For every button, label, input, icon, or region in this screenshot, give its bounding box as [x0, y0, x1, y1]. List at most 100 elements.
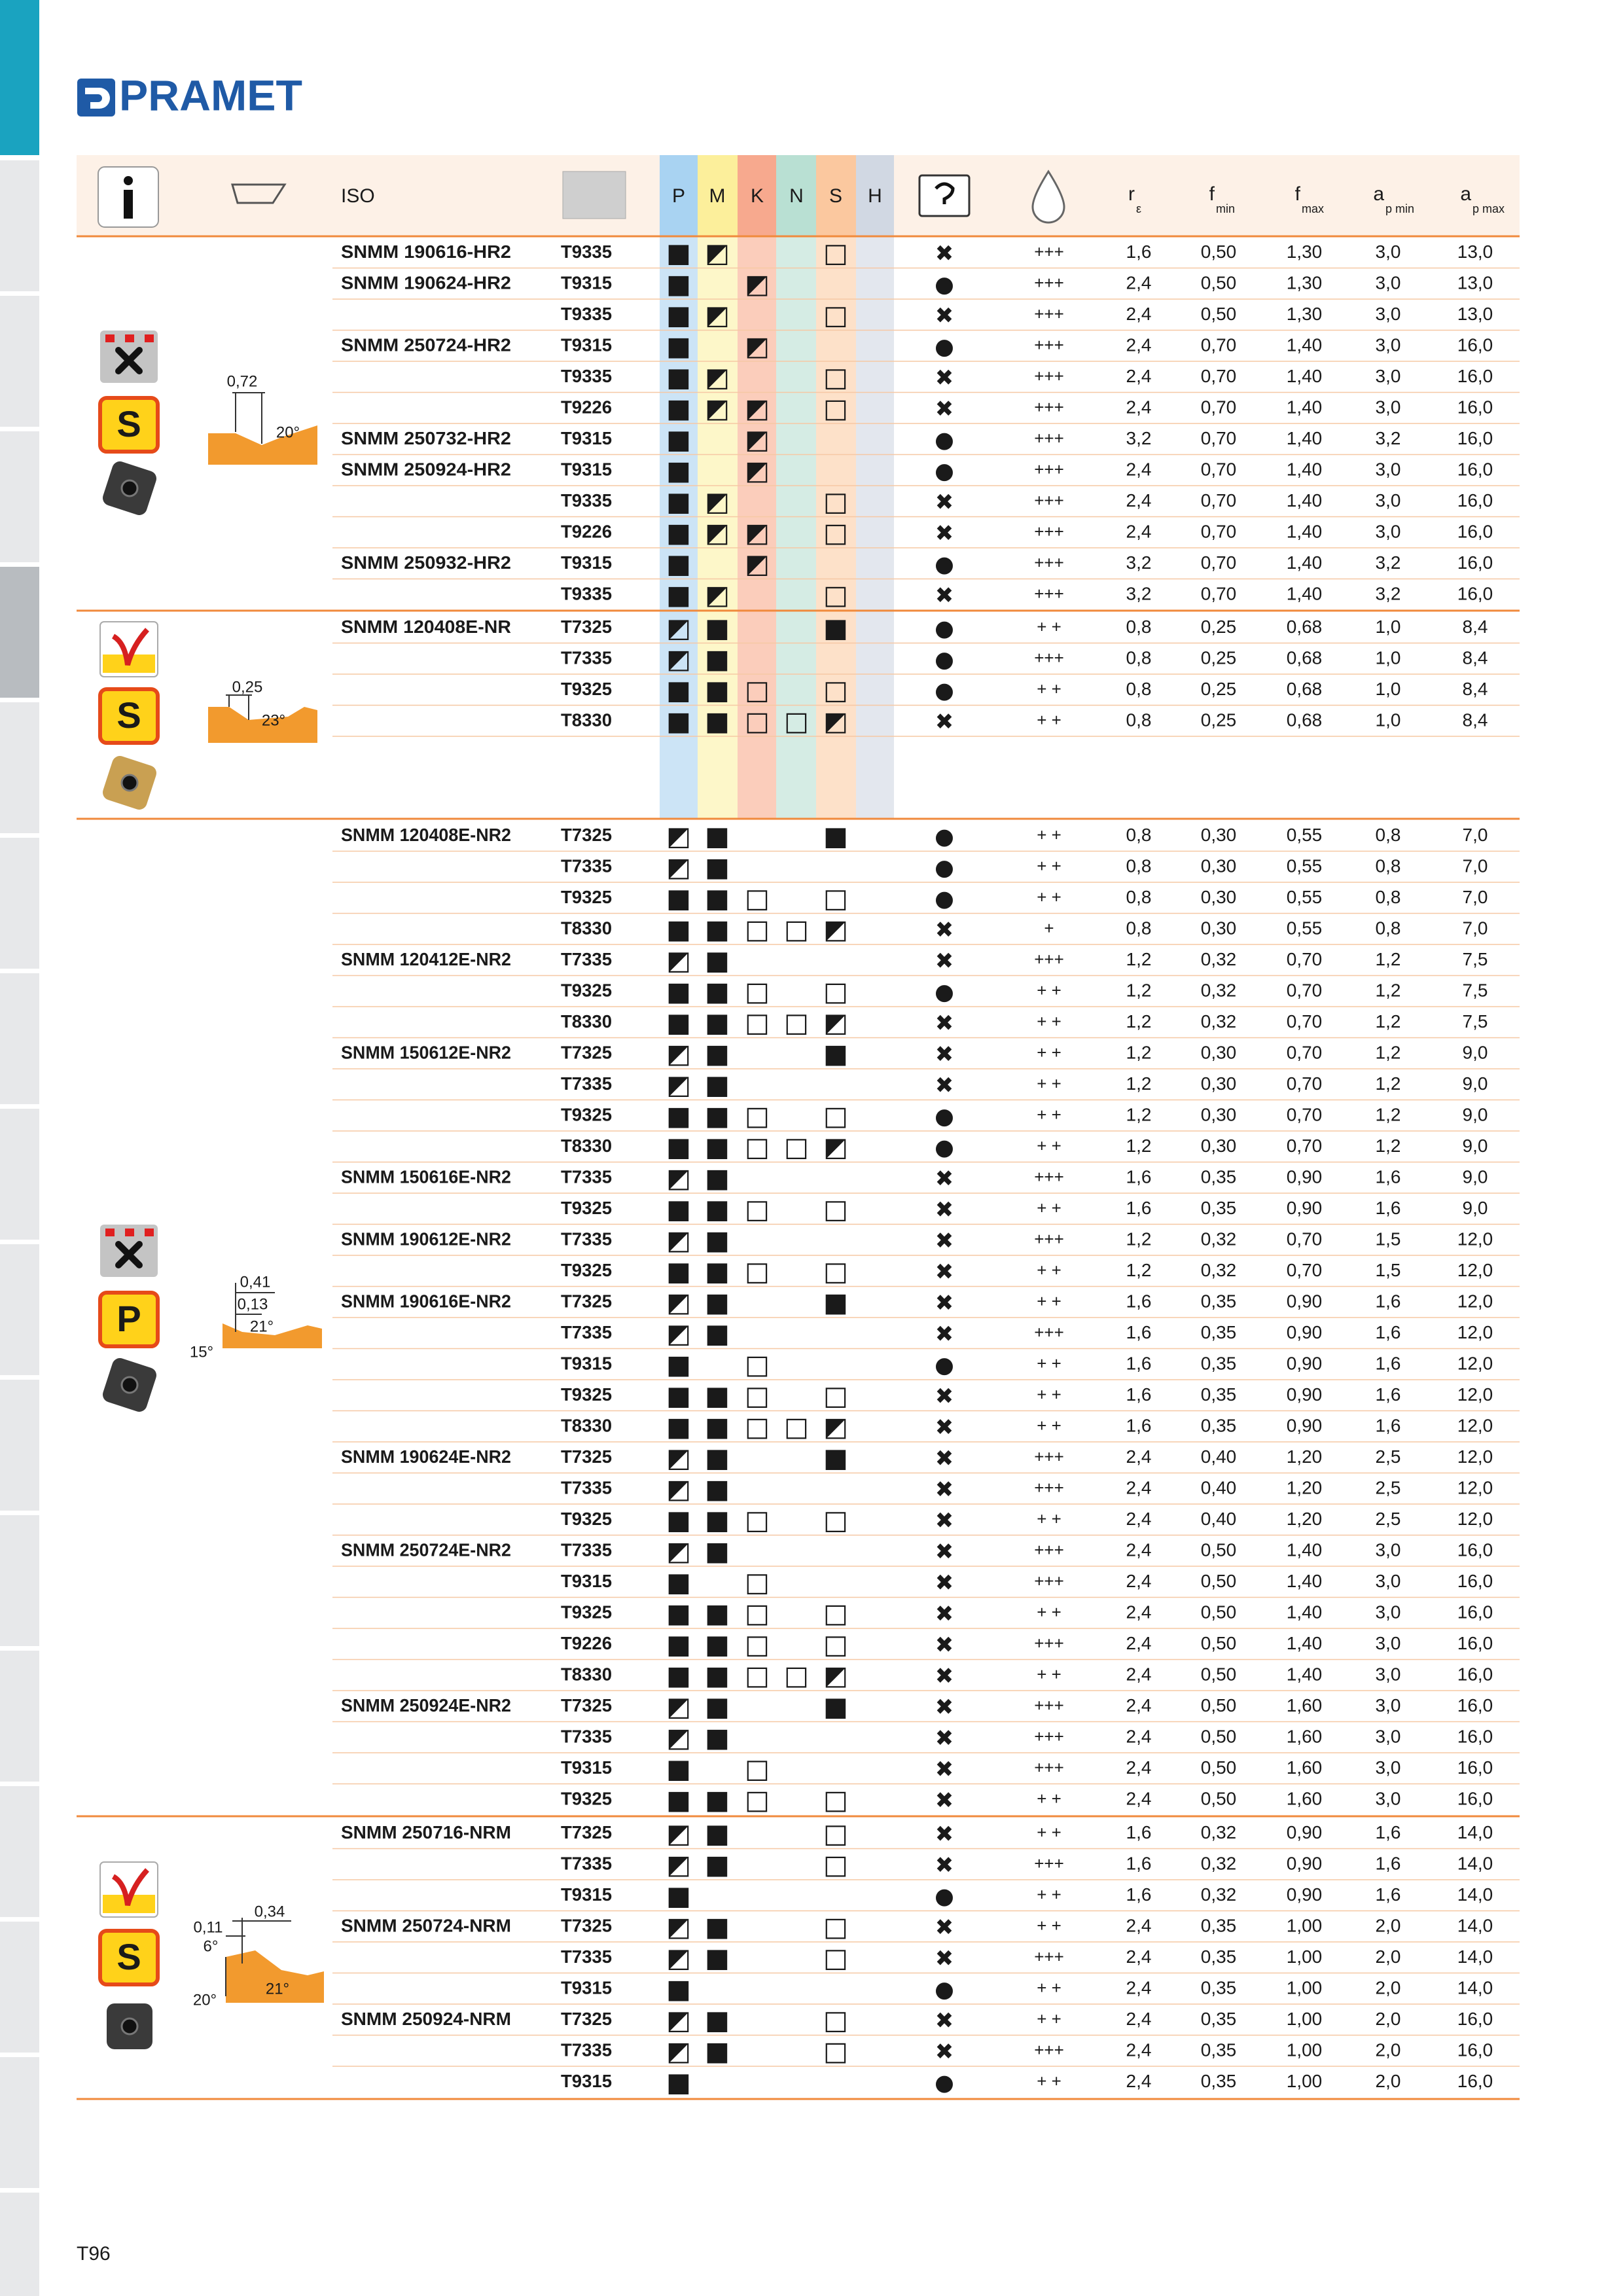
iso-code: SNMM 120412E-NR2: [341, 949, 511, 969]
parameter: 0,8: [1126, 887, 1152, 907]
material-symbol: ■: [666, 487, 691, 517]
parameter: 3,0: [1376, 459, 1401, 480]
coolant: +++: [1034, 1571, 1064, 1591]
parameter: 1,0: [1376, 617, 1401, 637]
parameter: 1,40: [1287, 1571, 1323, 1591]
coolant: + +: [1037, 1261, 1061, 1280]
condition-symbol: ✖: [935, 1414, 954, 1441]
header-material: K: [751, 185, 764, 207]
header-material: N: [789, 185, 804, 207]
parameter: 16,0: [1457, 1727, 1493, 1747]
profile-label: 0,41: [240, 1273, 271, 1291]
parameter: 1,40: [1287, 1602, 1323, 1623]
coolant: + +: [1037, 1885, 1061, 1905]
parameter: 3,0: [1376, 1727, 1401, 1747]
material-symbol: □: [823, 1598, 848, 1628]
material-symbol: ■: [666, 706, 691, 736]
parameter: 0,30: [1201, 887, 1237, 907]
material-symbol: ◩: [666, 2005, 691, 2036]
profile-dimension: [235, 1283, 275, 1332]
material-symbol: ■: [666, 549, 691, 579]
material-symbol: ◩: [705, 393, 730, 423]
header-iso: ISO: [341, 185, 375, 207]
operation-icon-dot: [125, 334, 134, 342]
condition-symbol: ✖: [935, 1601, 954, 1627]
condition-symbol: ✖: [935, 948, 954, 974]
parameter: 7,0: [1463, 825, 1488, 845]
material-symbol: □: [745, 1008, 770, 1038]
parameter: 3,0: [1376, 1664, 1401, 1685]
material-symbol: □: [784, 1660, 809, 1691]
material-icon: [98, 396, 160, 454]
parameter: 0,35: [1201, 2071, 1237, 2091]
material-symbol: ■: [705, 1163, 730, 1193]
material-band-header: [698, 155, 738, 236]
grade: T9315: [561, 1757, 612, 1778]
parameter: 1,60: [1287, 1757, 1323, 1778]
grade: T9315: [561, 2071, 612, 2091]
sidebar-tab: [0, 1109, 39, 1240]
material-symbol: ■: [666, 518, 691, 548]
material-symbol: ◩: [666, 821, 691, 852]
material-symbol: ■: [705, 1630, 730, 1660]
material-symbol: ■: [666, 1660, 691, 1691]
parameter: 3,0: [1376, 1789, 1401, 1809]
parameter: 1,2: [1376, 1136, 1401, 1156]
profile-shape: [208, 707, 317, 743]
grade: T7325: [561, 1446, 612, 1467]
profile-label: 0,34: [255, 1903, 285, 1920]
condition-symbol: ●: [935, 427, 954, 453]
material-symbol: □: [745, 1598, 770, 1628]
grade: T7335: [561, 1167, 612, 1187]
parameter: 1,2: [1376, 980, 1401, 1001]
material-symbol: □: [784, 1008, 809, 1038]
parameter: 14,0: [1457, 1884, 1493, 1905]
grade: T9335: [561, 242, 612, 262]
profile-shape: [223, 1323, 322, 1348]
material-symbol: ■: [705, 2005, 730, 2036]
parameter: 1,40: [1287, 1633, 1323, 1653]
header-material: M: [709, 185, 726, 207]
parameter: 7,0: [1463, 856, 1488, 876]
material-symbol: ■: [666, 425, 691, 455]
condition-symbol: ✖: [935, 1290, 954, 1316]
parameter: 1,40: [1287, 459, 1323, 480]
material-symbol: ◩: [705, 363, 730, 393]
parameter: 0,35: [1201, 1354, 1237, 1374]
material-symbol: ■: [705, 613, 730, 643]
parameter: 0,50: [1201, 1757, 1237, 1778]
parameter: 1,0: [1376, 648, 1401, 668]
grade: T7325: [561, 825, 612, 845]
material-band-header: [738, 155, 776, 236]
parameter: 7,5: [1463, 1011, 1488, 1031]
condition-symbol: ●: [935, 615, 954, 641]
material-symbol: ■: [666, 1881, 691, 1911]
sidebar-tab: [0, 567, 39, 698]
parameter: 0,90: [1287, 1854, 1323, 1874]
condition-symbol: ✖: [935, 1507, 954, 1534]
parameter: 0,50: [1201, 273, 1237, 293]
material-symbol: ◩: [705, 487, 730, 517]
condition-symbol: ✖: [935, 240, 954, 266]
grade: T9325: [561, 887, 612, 907]
material-band: [660, 155, 698, 819]
condition-symbol: ●: [935, 979, 954, 1005]
material-symbol: ■: [666, 1568, 691, 1598]
parameter: 7,0: [1463, 918, 1488, 939]
grade: T7335: [561, 1946, 612, 1967]
condition-symbol: ✖: [935, 1228, 954, 1254]
header-material: H: [868, 185, 882, 207]
material-symbol: ■: [705, 1505, 730, 1535]
material-symbol: □: [823, 300, 848, 331]
coolant-icon: [1031, 170, 1065, 224]
parameter: 2,4: [1126, 1509, 1152, 1529]
coolant: +++: [1034, 584, 1064, 603]
parameter: 3,0: [1376, 1633, 1401, 1653]
grade: T7335: [561, 949, 612, 969]
material-symbol: ■: [666, 1132, 691, 1162]
parameter: 3,0: [1376, 366, 1401, 386]
parameter: 1,60: [1287, 1789, 1323, 1809]
grade: T7335: [561, 1073, 612, 1094]
material-symbol: ■: [666, 1381, 691, 1411]
parameter: 2,4: [1126, 2009, 1152, 2029]
